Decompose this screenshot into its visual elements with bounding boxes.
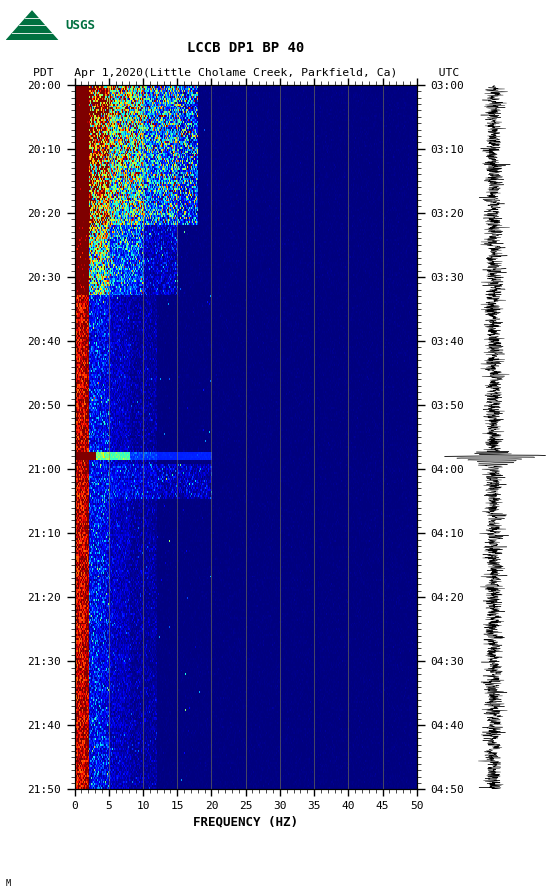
Text: USGS: USGS: [65, 19, 95, 31]
Text: M: M: [6, 879, 10, 888]
Polygon shape: [6, 10, 59, 40]
Text: PDT   Apr 1,2020(Little Cholame Creek, Parkfield, Ca)      UTC: PDT Apr 1,2020(Little Cholame Creek, Par…: [33, 68, 459, 78]
Text: LCCB DP1 BP 40: LCCB DP1 BP 40: [187, 41, 304, 55]
X-axis label: FREQUENCY (HZ): FREQUENCY (HZ): [193, 815, 298, 829]
